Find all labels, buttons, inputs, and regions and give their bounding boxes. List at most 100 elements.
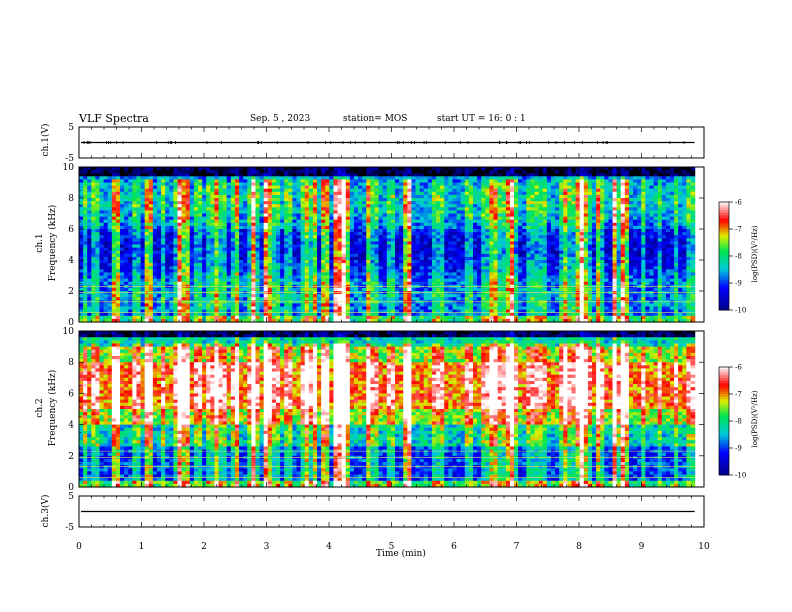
spectrogram-cell [280,232,285,236]
spectrogram-cell [267,312,273,317]
spectrogram-cell [189,315,195,320]
spectrogram-cell [189,291,195,295]
spectrogram-cell [189,207,195,211]
spectrogram-cell [308,207,314,211]
spectrogram-cell [189,287,195,292]
spectrogram-cell [255,207,261,211]
spectrogram-cell [263,198,269,202]
spectrogram-cell [169,291,174,295]
spectrogram-cell [271,207,277,211]
spectrogram-cell [247,266,252,270]
spectrogram-cell [91,201,97,205]
spectrogram-cell [79,229,84,233]
spectrogram-cell [284,250,289,255]
spectrogram-cell [115,312,121,317]
spectrogram-cell [206,185,211,190]
spectrogram-cell [271,260,277,264]
spectrogram-cell [198,191,203,196]
spectrogram-cell [325,272,330,277]
spectrogram-cell [276,225,281,230]
spectrogram-cell [206,238,211,242]
spectrogram-cell [308,232,314,236]
spectrogram-cell [193,210,199,215]
spectrogram-cell [374,291,380,295]
spectrogram-cell [317,250,322,255]
spectrogram-cell [124,173,129,177]
spectrogram-cell [276,170,281,174]
spectrogram-cell [341,235,347,239]
spectrogram-cell [345,219,351,224]
spectrogram-cell [226,250,232,255]
spectrogram-cell [247,185,252,190]
spectrogram-cell [345,188,351,193]
spectrogram-cell [107,315,113,320]
spectrogram-cell [234,201,240,205]
spectrogram-cell [177,247,183,252]
spectrogram-cell [202,247,207,252]
spectrogram-cell [276,291,281,295]
spectrogram-cell [185,179,191,184]
spectrogram-cell [152,170,158,174]
spectrogram-cell [181,185,187,190]
spectrogram-cell [87,281,92,286]
spectrogram-cell [107,256,113,261]
spectrogram-cell [288,312,294,317]
spectrogram-cell [370,263,376,267]
spectrogram-cell [333,173,339,177]
spectrogram-cell [341,179,347,184]
spectrogram-cell [99,318,105,323]
spectrogram-cell [148,213,154,218]
spectrogram-cell [292,216,298,221]
spectrogram-cell [206,188,211,193]
spectrogram-cell [169,312,174,317]
spectrogram-cell [374,194,380,199]
spectrogram-cell [202,167,207,171]
spectrogram-cell [300,275,306,280]
spectrogram-cell [349,188,355,193]
spectrogram-cell [243,229,248,233]
spectrogram-cell [115,266,121,270]
spectrogram-cell [189,250,195,255]
spectrogram-cell [161,216,166,221]
spectrogram-cell [267,173,273,177]
spectrogram-cell [353,312,359,317]
spectrogram-cell [349,173,355,177]
spectrogram-cell [243,315,248,320]
spectrogram-cell [79,210,84,215]
spectrogram-cell [107,222,113,227]
spectrogram-cell [329,294,335,298]
spectrogram-cell [280,229,285,233]
spectrogram-cell [226,213,232,218]
spectrogram-cell [276,315,281,320]
spectrogram-cell [79,263,84,267]
spectrogram-cell [140,306,146,311]
spectrogram-cell [353,238,359,242]
spectrogram-cell [177,204,183,208]
spectrogram-cell [312,173,318,177]
spectrogram-cell [276,191,281,196]
spectrogram-cell [210,266,216,270]
spectrogram-cell [202,191,207,196]
spectrogram-cell [226,216,232,221]
spectrogram-cell [362,204,367,208]
spectrogram-cell [280,275,285,280]
spectrogram-cell [267,309,273,314]
spectrogram-cell [304,213,310,218]
spectrogram-cell [284,225,289,230]
spectrogram-cell [103,297,109,301]
spectrogram-cell [115,225,121,230]
spectrogram-cell [341,294,347,298]
spectrogram-cell [325,216,330,221]
spectrogram-cell [198,229,203,233]
spectrogram-cell [370,306,376,311]
spectrogram-cell [271,179,277,184]
spectrogram-cell [91,176,97,180]
spectrogram-cell [255,272,261,277]
spectrogram-cell [185,167,191,171]
spectrogram-cell [267,315,273,320]
spectrogram-cell [329,188,335,193]
spectrogram-cell [374,185,380,190]
spectrogram-cell [189,216,195,221]
spectrogram-cell [370,309,376,314]
spectrogram-cell [276,250,281,255]
